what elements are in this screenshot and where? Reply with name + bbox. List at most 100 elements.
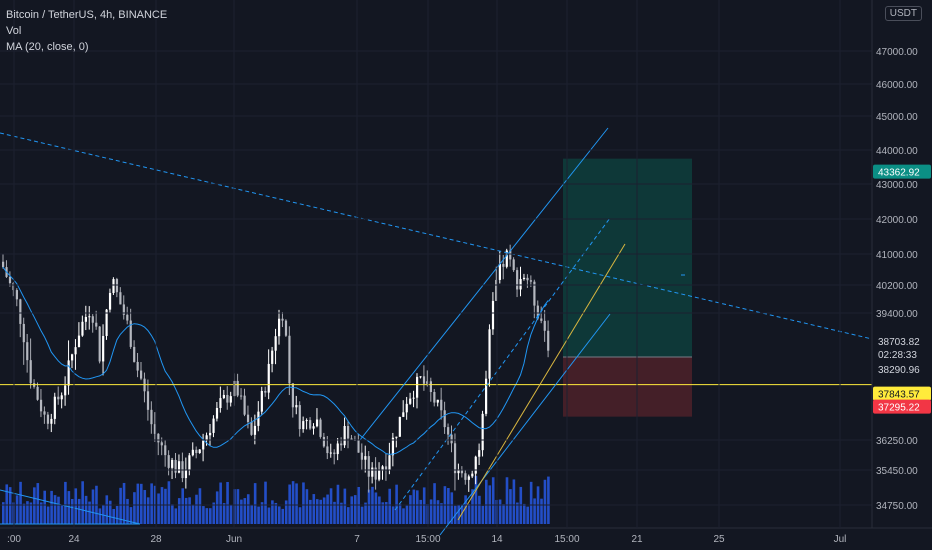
- volume-bar: [119, 487, 122, 524]
- volume-bar: [491, 477, 495, 524]
- candle-body: [336, 443, 339, 455]
- legend-volume[interactable]: Vol: [6, 25, 22, 37]
- volume-bar: [209, 508, 212, 524]
- volume-bar: [485, 479, 488, 524]
- volume-bar: [319, 499, 322, 524]
- candle-body: [60, 395, 63, 400]
- y-tick-label: 34750.00: [876, 501, 918, 512]
- volume-bar: [543, 479, 547, 524]
- volume-bar: [188, 497, 191, 524]
- candle-body: [429, 381, 432, 393]
- y-tick-label: 44000.00: [876, 146, 918, 157]
- candle-body: [84, 316, 87, 322]
- candle-body: [315, 419, 319, 427]
- candle-body: [309, 420, 312, 429]
- volume-bar: [498, 499, 502, 524]
- volume-bar: [157, 493, 160, 524]
- candle-body: [488, 329, 491, 379]
- candle-body: [267, 363, 270, 393]
- candle-body: [519, 278, 522, 290]
- volume-bar: [509, 489, 512, 524]
- candle-body: [250, 421, 253, 435]
- profit-zone: [563, 158, 692, 357]
- volume-bar: [436, 500, 440, 524]
- candle-body: [457, 469, 460, 474]
- candle-body: [246, 414, 250, 422]
- candle-body: [471, 473, 474, 477]
- volume-bar: [526, 506, 529, 524]
- x-tick-label: 15:00: [415, 534, 440, 545]
- volume-bar: [457, 504, 460, 524]
- volume-bar: [226, 481, 229, 524]
- volume-bar: [195, 494, 198, 524]
- candle-body: [384, 466, 388, 470]
- volume-bar: [481, 505, 485, 524]
- y-tick-label: 43000.00: [876, 180, 918, 191]
- price-tag-target: 43362.92: [878, 168, 920, 179]
- candle-body: [98, 326, 101, 362]
- candle-body: [74, 347, 77, 355]
- volume-bar: [219, 482, 222, 524]
- candle-body: [205, 435, 208, 441]
- candle-body: [29, 360, 32, 384]
- volume-bar: [333, 501, 336, 524]
- price-tag-bg: [873, 164, 931, 179]
- volume-bar: [409, 495, 412, 524]
- volume-bar: [322, 497, 326, 524]
- candle-body: [447, 427, 450, 435]
- volume-bar: [298, 507, 302, 524]
- volume-bar: [212, 502, 216, 524]
- candle-body: [160, 442, 163, 446]
- volume-bar: [143, 490, 147, 524]
- candle-body: [498, 263, 501, 280]
- candle-body: [453, 443, 457, 474]
- legend-ma[interactable]: MA (20, close, 0): [6, 41, 89, 53]
- volume-bar: [312, 494, 316, 524]
- candle-body: [391, 437, 395, 456]
- candle-body: [122, 304, 125, 315]
- candle-body: [226, 394, 229, 403]
- candle-body: [15, 290, 18, 300]
- volume-bar: [108, 500, 112, 524]
- y-tick-label: 39400.00: [876, 309, 918, 320]
- volume-bar: [33, 487, 36, 524]
- volume-bar: [364, 502, 367, 524]
- candle-body: [474, 456, 477, 474]
- volume-bar: [91, 489, 95, 524]
- candle-body: [533, 281, 536, 306]
- candle-body: [284, 320, 288, 336]
- candle-body: [64, 385, 67, 396]
- candle-body: [50, 418, 53, 424]
- candle-body: [281, 318, 284, 321]
- volume-bar: [39, 502, 43, 524]
- volume-bar: [336, 484, 340, 524]
- candle-body: [322, 436, 326, 447]
- currency-selector[interactable]: USDT: [884, 6, 922, 21]
- volume-bar: [533, 498, 536, 524]
- volume-bar: [522, 503, 526, 524]
- candle-body: [140, 370, 143, 379]
- candle-body: [8, 276, 12, 284]
- candle-body: [177, 461, 181, 473]
- x-tick-label: 7: [354, 534, 360, 545]
- candle-body: [202, 440, 205, 450]
- volume-bar: [67, 491, 71, 524]
- candle-body: [209, 432, 212, 436]
- volume-bar: [478, 495, 481, 524]
- volume-bar: [102, 504, 105, 524]
- price-tag-countdown: 02:28:33: [878, 350, 917, 361]
- x-tick-label: 15:00: [554, 534, 579, 545]
- legend-symbol[interactable]: Bitcoin / TetherUS, 4h, BINANCE: [6, 9, 168, 21]
- candle-body: [88, 316, 91, 318]
- candle-body: [319, 419, 322, 437]
- volume-bar: [416, 490, 419, 524]
- x-tick-label: 24: [68, 534, 80, 545]
- bottom-trend-line: [0, 489, 141, 525]
- volume-bar: [205, 508, 209, 524]
- candle-body: [478, 450, 481, 457]
- volume-bar: [250, 505, 253, 524]
- candle-body: [340, 443, 343, 446]
- volume-bar: [281, 508, 285, 524]
- volume-bar: [174, 508, 178, 524]
